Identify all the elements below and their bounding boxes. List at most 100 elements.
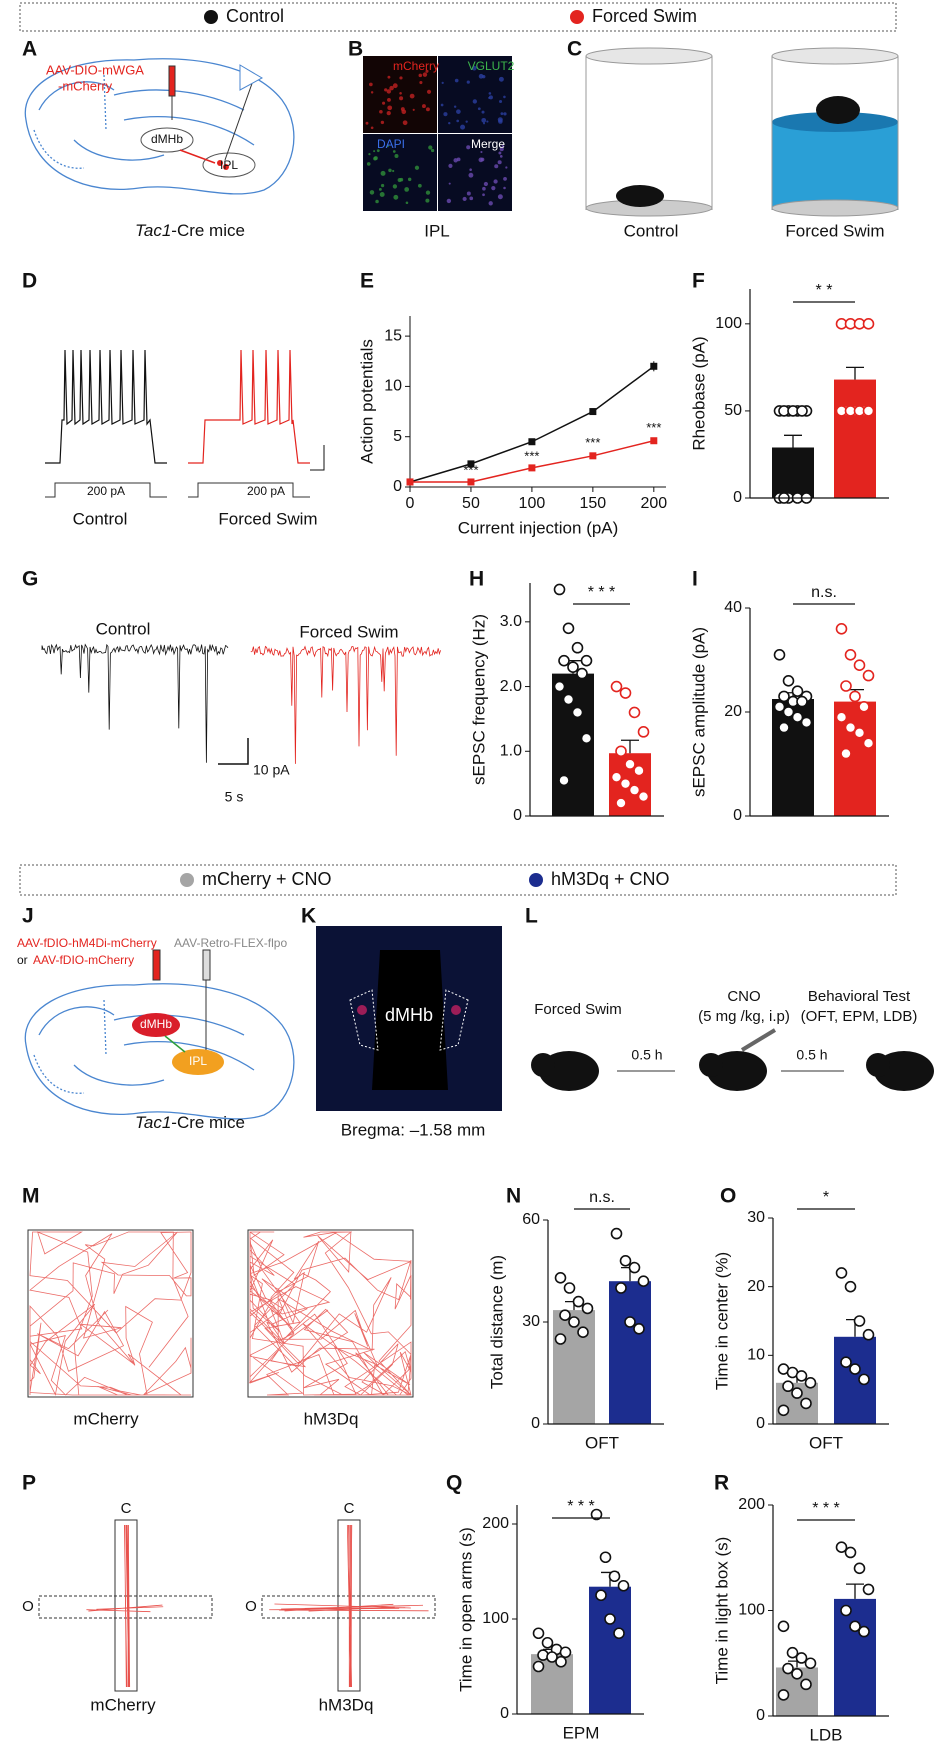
data-point: [840, 747, 852, 760]
panel-letter: C: [567, 38, 582, 61]
data-point: [619, 1255, 632, 1267]
data-point: [532, 1660, 545, 1673]
micrograph-dot: [466, 145, 471, 150]
data-point: [853, 726, 866, 739]
caption: Tac1-Cre mice: [135, 1113, 245, 1132]
micrograph-dot: [441, 81, 444, 85]
legend-label: mCherry + CNO: [202, 869, 332, 889]
annotation: ***: [646, 420, 661, 435]
micrograph-dot: [380, 120, 385, 125]
syringe: [740, 1028, 777, 1052]
y-tick-label: 0: [500, 1705, 509, 1722]
caption: mCherry: [73, 1409, 139, 1428]
micrograph-dot: [498, 151, 502, 155]
brain-inner: [38, 81, 255, 161]
micrograph-dot: [426, 89, 432, 94]
micrograph-dot: [394, 153, 399, 158]
micrograph-dot: [373, 150, 376, 153]
panel-letter: D: [22, 270, 37, 293]
x-axis-label: LDB: [809, 1725, 842, 1744]
data-point: [782, 1662, 794, 1675]
micrograph-dot: [503, 112, 507, 116]
y-axis-label: Total distance (m): [487, 1255, 506, 1389]
panel-letter: O: [720, 1185, 736, 1208]
data-point: [778, 721, 790, 734]
micrograph-dot: [497, 117, 503, 123]
data-point: [804, 1657, 817, 1670]
bar: [772, 447, 814, 498]
step-label: Behavioral Test: [808, 988, 911, 1005]
vector-label: AAV-fDIO-mCherry: [33, 953, 134, 967]
data-point: [840, 1356, 852, 1368]
data-point: [615, 797, 627, 809]
caption-rest: -Cre mice: [171, 1113, 245, 1132]
y-tick-label: 100: [715, 315, 742, 332]
caption: mCherry: [90, 1695, 156, 1714]
amplifier: [239, 64, 264, 91]
micrograph-dot: [462, 196, 467, 202]
caption: Forced Swim: [299, 622, 398, 641]
y-tick-label: 50: [724, 402, 742, 419]
data-point: [858, 700, 870, 713]
micrograph-dot: [488, 92, 492, 95]
bar: [552, 673, 594, 816]
y-tick-label: 20: [747, 1278, 765, 1295]
data-point: [633, 1323, 645, 1335]
y-axis-label: Rheobase (pA): [689, 336, 708, 450]
micrograph-dot: [483, 181, 488, 187]
micrograph-dot: [499, 147, 504, 152]
micrograph-dot: [503, 95, 506, 99]
data-point: [615, 1282, 627, 1294]
data-point: [844, 721, 857, 734]
caption-italic: Tac1: [135, 1113, 171, 1132]
marker: [589, 408, 597, 416]
bar: [553, 1310, 595, 1424]
y-tick-label: 30: [747, 1209, 765, 1226]
data-point: [555, 1655, 567, 1668]
micrograph-dot: [499, 155, 503, 158]
data-point: [562, 693, 575, 706]
micrograph-dot: [456, 157, 461, 162]
micrograph-dot: [382, 101, 386, 105]
data-point: [791, 1668, 803, 1680]
micrograph-dot: [480, 150, 483, 154]
micrograph-dot: [418, 73, 423, 78]
drawings: [19, 2, 934, 1692]
micrograph-dot: [478, 73, 484, 79]
annotation: ***: [524, 448, 539, 463]
micrograph-dot: [369, 82, 373, 87]
channel-label: Merge: [471, 137, 505, 151]
micrograph-dot: [469, 168, 472, 171]
x-axis-label: OFT: [585, 1433, 619, 1452]
vector-label: AAV-DIO-mWGA: [46, 62, 144, 77]
channel-label: mCherry: [393, 59, 439, 73]
y-axis-label: Time in open arms (s): [456, 1527, 475, 1692]
region-label: dMHb: [140, 1017, 172, 1031]
data-point: [786, 1646, 799, 1659]
y-tick-label: 100: [482, 1610, 509, 1627]
data-point: [849, 1363, 861, 1375]
micrograph-dot: [386, 145, 389, 148]
data-point: [559, 1646, 572, 1659]
cells: [357, 1005, 367, 1015]
data-point: [835, 622, 848, 635]
caption: Control: [73, 509, 128, 528]
panel-letter: J: [22, 905, 34, 928]
data-point: [563, 1282, 576, 1294]
x-tick-label: 150: [580, 495, 607, 512]
micrograph-dot: [501, 144, 504, 148]
x-tick-label: 200: [640, 495, 667, 512]
arm-label: C: [344, 1500, 355, 1517]
data-point: [778, 690, 790, 703]
region: [132, 1013, 180, 1037]
y-tick-label: 40: [724, 599, 742, 616]
micrograph-dot: [491, 186, 496, 191]
cylinder-top: [585, 47, 713, 65]
caption-rest: -Cre mice: [171, 221, 245, 240]
data-point: [541, 1636, 554, 1649]
roi: [349, 989, 379, 1051]
data-point: [862, 405, 875, 417]
micrograph-dot: [384, 88, 388, 92]
panel-letter: M: [22, 1185, 40, 1208]
track: [269, 1524, 429, 1688]
